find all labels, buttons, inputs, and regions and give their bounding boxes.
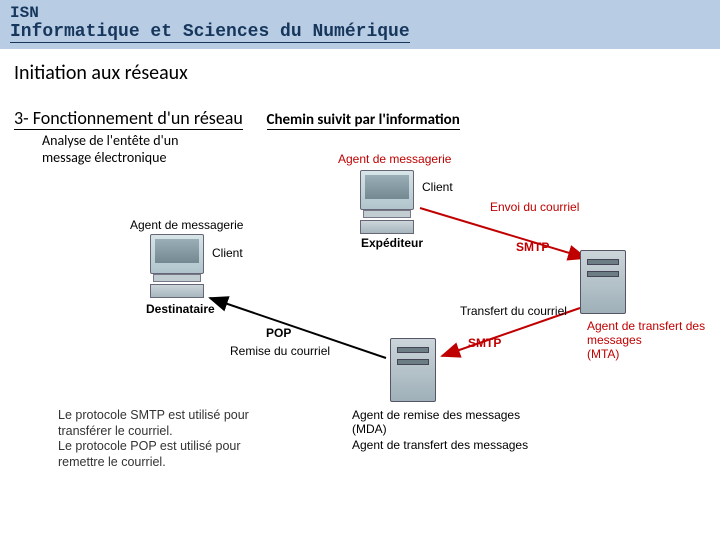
mta-label-1: Agent de transfert des bbox=[587, 319, 705, 333]
sender-client-label: Client bbox=[422, 180, 453, 194]
receiver-client-label: Client bbox=[212, 246, 243, 260]
mda-server-icon bbox=[390, 338, 436, 402]
edge-send bbox=[420, 208, 586, 258]
sender-computer-icon bbox=[360, 170, 414, 234]
receiver-computer-icon bbox=[150, 234, 204, 298]
send-label: Envoi du courriel bbox=[490, 200, 579, 214]
mda-label-1: Agent de remise des messages bbox=[352, 408, 520, 422]
mda-label-3: Agent de transfert des messages bbox=[352, 438, 528, 452]
subsection-title: Chemin suivit par l'information bbox=[267, 111, 460, 130]
transfer-label: Transfert du courriel bbox=[460, 304, 567, 318]
header-title: Informatique et Sciences du Numérique bbox=[10, 22, 410, 43]
network-diagram: Agent de messagerie Client Expéditeur Ag… bbox=[90, 158, 710, 528]
mta-label-3: (MTA) bbox=[587, 347, 619, 361]
page-title: Initiation aux réseaux bbox=[14, 61, 720, 85]
send-protocol-label: SMTP bbox=[516, 240, 549, 254]
mta-label-2: messages bbox=[587, 333, 642, 347]
footnote-block: Le protocole SMTP est utilisé pour trans… bbox=[58, 408, 249, 471]
deliver-protocol-label: POP bbox=[266, 326, 291, 340]
sender-agent-label: Agent de messagerie bbox=[338, 152, 451, 166]
transfer-protocol-label: SMTP bbox=[468, 336, 501, 350]
deliver-label: Remise du courriel bbox=[230, 344, 330, 358]
header-acronym: ISN bbox=[10, 4, 710, 22]
mda-label-2: (MDA) bbox=[352, 422, 387, 436]
receiver-agent-label: Agent de messagerie bbox=[130, 218, 243, 232]
receiver-role-label: Destinataire bbox=[146, 302, 215, 316]
section-title: 3- Fonctionnement d'un réseau bbox=[14, 107, 243, 130]
sender-role-label: Expéditeur bbox=[361, 236, 423, 250]
mta-server-icon bbox=[580, 250, 626, 314]
page-header: ISN Informatique et Sciences du Numériqu… bbox=[0, 0, 720, 49]
